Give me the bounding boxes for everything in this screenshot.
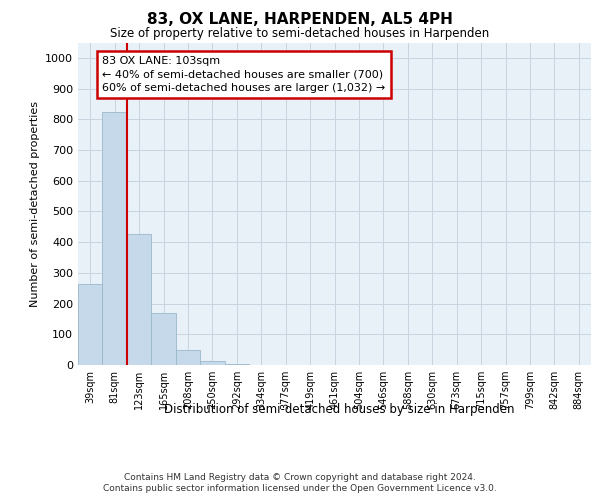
Text: Distribution of semi-detached houses by size in Harpenden: Distribution of semi-detached houses by … xyxy=(164,402,514,415)
Bar xyxy=(224,364,249,365)
Bar xyxy=(103,112,127,365)
Bar xyxy=(176,350,200,365)
Bar xyxy=(78,284,103,365)
Text: 83 OX LANE: 103sqm
← 40% of semi-detached houses are smaller (700)
60% of semi-d: 83 OX LANE: 103sqm ← 40% of semi-detache… xyxy=(103,56,386,92)
Text: 83, OX LANE, HARPENDEN, AL5 4PH: 83, OX LANE, HARPENDEN, AL5 4PH xyxy=(147,12,453,28)
Text: Contains HM Land Registry data © Crown copyright and database right 2024.: Contains HM Land Registry data © Crown c… xyxy=(124,472,476,482)
Bar xyxy=(127,234,151,365)
Text: Contains public sector information licensed under the Open Government Licence v3: Contains public sector information licen… xyxy=(103,484,497,493)
Text: Size of property relative to semi-detached houses in Harpenden: Size of property relative to semi-detach… xyxy=(110,28,490,40)
Bar xyxy=(200,362,224,365)
Bar xyxy=(151,314,176,365)
Y-axis label: Number of semi-detached properties: Number of semi-detached properties xyxy=(29,101,40,306)
